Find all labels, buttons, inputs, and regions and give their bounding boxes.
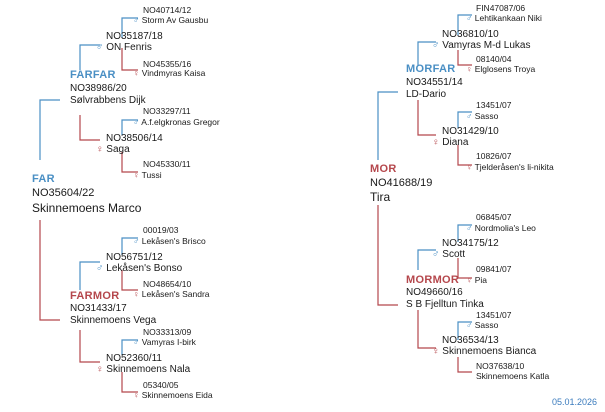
farmor-father-reg-number: NO56751/12 (106, 252, 163, 263)
fm-ff-name: ♂ Lekåsen's Brisco (133, 236, 206, 246)
far-role-label: FAR (32, 173, 55, 185)
ff-mf-reg-number: NO33297/11 (143, 106, 191, 116)
male-symbol-icon: ♂ (432, 40, 440, 51)
farfar-name: Sølvrabbens Dijk (70, 95, 146, 106)
farmor-father-name: ♂ Lekåsen's Bonso (96, 263, 183, 274)
morfar-father-name: ♂ Vamyras M-d Lukas (432, 40, 531, 51)
farfar-father-reg-number: NO35187/18 (106, 31, 163, 42)
ff-fm-name: ♀ Vindmyras Kaisa (133, 68, 206, 78)
female-symbol-icon: ♀ (466, 64, 473, 74)
mormor-reg-number: NO49660/16 (406, 287, 463, 298)
mormor-mother-reg-number: NO36534/13 (442, 335, 499, 346)
mormor-name: S B Fjelltun Tinka (406, 299, 484, 310)
mm-mm-name: Skinnemoens Katla (476, 371, 550, 381)
farfar-mother-name: ♀ Saga (96, 144, 130, 155)
female-symbol-icon: ♀ (432, 137, 440, 148)
fm-mm-name: ♀ Skinnemoens Eida (133, 390, 213, 400)
fm-mm-reg-number: 05340/05 (143, 380, 179, 390)
male-symbol-icon: ♂ (466, 320, 473, 330)
female-symbol-icon: ♀ (466, 275, 473, 285)
farmor-name: Skinnemoens Vega (70, 315, 157, 326)
farmor-reg-number: NO31433/17 (70, 303, 127, 314)
mf-ff-reg-number: FIN47087/06 (476, 3, 526, 13)
ff-ff-name: ♂ Storm Av Gausbu (133, 15, 209, 25)
farfar-mother-reg-number: NO38506/14 (106, 133, 163, 144)
morfar-name: LD-Dario (406, 89, 447, 100)
female-symbol-icon: ♀ (96, 364, 104, 375)
morfar-role-label: MORFAR (406, 63, 456, 75)
male-symbol-icon: ♂ (432, 249, 440, 260)
ff-fm-reg-number: NO45355/16 (143, 59, 192, 69)
male-symbol-icon: ♂ (133, 337, 140, 347)
morfar-reg-number: NO34551/14 (406, 77, 463, 88)
female-symbol-icon: ♀ (133, 68, 140, 78)
fm-fm-name: ♀ Lekåsen's Sandra (133, 289, 210, 299)
ff-mm-reg-number: NO45330/11 (143, 159, 191, 169)
mormor-father-reg-number: NO34175/12 (442, 238, 499, 249)
fm-mf-name: ♂ Vamyras I-birk (133, 337, 196, 347)
male-symbol-icon: ♂ (96, 42, 104, 53)
female-symbol-icon: ♀ (133, 390, 140, 400)
farfar-father-name: ♂ ON Fenris (96, 42, 152, 53)
far-reg-number: NO35604/22 (32, 187, 95, 199)
female-symbol-icon: ♀ (133, 170, 140, 180)
footer-date: 05.01.2026 (552, 397, 598, 407)
mm-fm-reg-number: 09841/07 (476, 264, 512, 274)
mm-mf-name: ♂ Sasso (466, 320, 499, 330)
male-symbol-icon: ♂ (466, 111, 473, 121)
mf-mf-name: ♂ Sasso (466, 111, 499, 121)
farmor-role-label: FARMOR (70, 290, 120, 302)
female-symbol-icon: ♀ (96, 144, 104, 155)
fm-mf-reg-number: NO33313/09 (143, 327, 192, 337)
ff-mf-name: ♂ A.f.elgkronas Gregor (133, 117, 220, 127)
far-name: Skinnemoens Marco (32, 201, 142, 215)
mor-reg-number: NO41688/19 (370, 177, 433, 189)
mor-name: Tira (370, 190, 391, 204)
mormor-mother-name: ♀ Skinnemoens Bianca (432, 346, 537, 357)
male-symbol-icon: ♂ (133, 15, 140, 25)
male-symbol-icon: ♂ (466, 223, 473, 233)
mm-ff-name: ♂ Nordmolia's Leo (466, 223, 536, 233)
female-symbol-icon: ♀ (133, 289, 140, 299)
female-symbol-icon: ♀ (466, 162, 473, 172)
mf-mm-name: ♀ Tjelderåsen's li-nikita (466, 162, 554, 172)
ff-ff-reg-number: NO40714/12 (143, 5, 192, 15)
morfar-mother-reg-number: NO31429/10 (442, 126, 499, 137)
mm-mm-reg-number: NO37638/10 (476, 361, 525, 371)
farfar-reg-number: NO38986/20 (70, 83, 127, 94)
male-symbol-icon: ♂ (133, 236, 140, 246)
farfar-role-label: FARFAR (70, 69, 116, 81)
morfar-father-reg-number: NO36810/10 (442, 29, 499, 40)
mor-role-label: MOR (370, 163, 397, 175)
female-symbol-icon: ♀ (432, 346, 440, 357)
mf-mm-reg-number: 10826/07 (476, 151, 512, 161)
mm-fm-name: ♀ Pia (466, 275, 488, 285)
fm-ff-reg-number: 00019/03 (143, 225, 179, 235)
male-symbol-icon: ♂ (133, 117, 140, 127)
mormor-role-label: MORMOR (406, 274, 460, 286)
mf-fm-name: ♀ Elglosens Troya (466, 64, 536, 74)
farmor-mother-name: ♀ Skinnemoens Nala (96, 364, 191, 375)
morfar-mother-name: ♀ Diana (432, 137, 469, 148)
mf-ff-name: ♂ Lehtikankaan Niki (466, 13, 542, 23)
farmor-mother-reg-number: NO52360/11 (106, 353, 162, 364)
mormor-father-name: ♂ Scott (432, 249, 466, 260)
male-symbol-icon: ♂ (96, 263, 104, 274)
male-symbol-icon: ♂ (466, 13, 473, 23)
mm-ff-reg-number: 06845/07 (476, 212, 512, 222)
mm-mf-reg-number: 13451/07 (476, 310, 512, 320)
ff-mm-name: ♀ Tussi (133, 170, 162, 180)
fm-fm-reg-number: NO48654/10 (143, 279, 192, 289)
mf-mf-reg-number: 13451/07 (476, 100, 512, 110)
mf-fm-reg-number: 08140/04 (476, 54, 512, 64)
